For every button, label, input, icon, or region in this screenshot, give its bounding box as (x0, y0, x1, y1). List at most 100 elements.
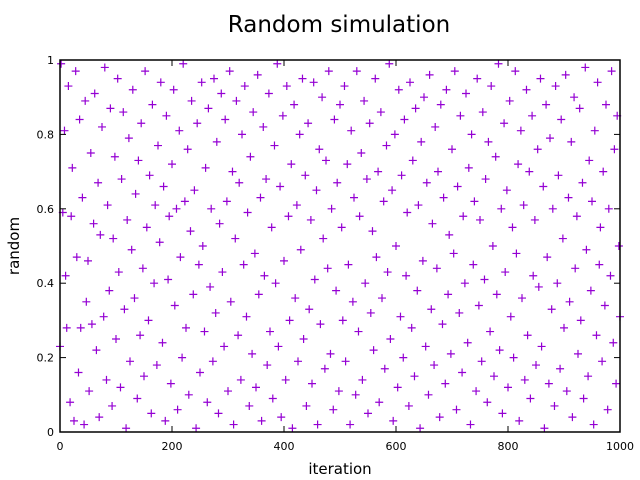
data-point (399, 353, 408, 362)
data-point (127, 245, 136, 254)
data-point (446, 349, 455, 358)
y-tick-label: 0.8 (37, 128, 55, 141)
data-point (400, 115, 409, 124)
data-point (434, 167, 442, 176)
data-point (511, 67, 520, 76)
data-point (416, 424, 425, 433)
data-point (498, 409, 507, 418)
data-point (467, 130, 476, 139)
data-point (497, 204, 506, 213)
data-point (176, 253, 185, 262)
data-point (599, 167, 608, 176)
data-point (376, 108, 385, 117)
data-point (95, 413, 104, 422)
y-tick-label: 1 (47, 54, 54, 67)
data-point (96, 230, 105, 239)
data-point (313, 420, 322, 429)
x-tick-label: 800 (498, 440, 519, 453)
data-point (214, 409, 223, 418)
data-point (249, 108, 258, 117)
data-point (578, 178, 587, 187)
data-point (337, 223, 346, 232)
data-point (70, 416, 78, 425)
data-point (273, 59, 282, 68)
data-point (66, 398, 75, 407)
data-point (532, 361, 540, 370)
data-point (263, 361, 272, 370)
data-point (75, 115, 84, 124)
data-point (505, 96, 514, 105)
data-point (207, 204, 216, 213)
data-point (458, 368, 467, 377)
data-point (420, 93, 428, 102)
data-point (455, 308, 464, 317)
data-point (312, 186, 321, 195)
data-point (354, 327, 363, 336)
data-point (586, 286, 595, 295)
data-point (355, 212, 364, 221)
data-point (106, 104, 115, 113)
data-point (172, 204, 181, 213)
data-point (98, 122, 106, 131)
data-point (350, 193, 358, 202)
data-point (175, 126, 184, 135)
data-point (210, 74, 218, 83)
data-point (492, 290, 501, 299)
data-point (137, 119, 146, 128)
data-point (85, 387, 94, 396)
data-point (278, 111, 287, 120)
data-point (598, 357, 607, 366)
data-point (546, 134, 554, 143)
data-point (82, 297, 91, 306)
data-point (182, 323, 190, 332)
data-point (222, 197, 231, 206)
data-point (144, 316, 153, 325)
data-point (122, 424, 131, 433)
data-point (336, 100, 344, 109)
data-point (452, 405, 461, 414)
data-point (116, 383, 125, 392)
data-point (448, 145, 456, 154)
y-tick-label: 0 (47, 426, 54, 439)
data-point (602, 100, 610, 109)
data-point (113, 74, 122, 83)
data-point (340, 82, 349, 91)
data-point (102, 375, 111, 384)
data-point (614, 242, 623, 250)
data-point (548, 204, 557, 213)
data-point (92, 346, 101, 355)
data-point (565, 297, 574, 306)
data-point (201, 163, 210, 172)
data-point (341, 357, 350, 366)
data-point (495, 346, 504, 355)
data-point (161, 416, 170, 425)
data-point (413, 286, 422, 295)
data-point (166, 379, 175, 388)
data-point (411, 104, 420, 113)
data-point (323, 264, 332, 273)
data-point (327, 204, 336, 213)
data-point (120, 305, 129, 314)
data-point (371, 74, 380, 83)
x-tick-label: 1000 (606, 440, 634, 453)
data-point (159, 182, 168, 191)
data-point (138, 264, 147, 273)
data-point (481, 175, 490, 184)
data-point (110, 152, 119, 161)
data-point (218, 268, 227, 277)
data-point (570, 93, 579, 102)
data-point (392, 242, 400, 250)
data-point (425, 70, 434, 79)
data-point (277, 413, 286, 422)
data-point (203, 398, 212, 407)
data-point (236, 375, 245, 384)
data-point (190, 186, 199, 195)
data-point (245, 401, 254, 410)
data-point (133, 394, 142, 403)
data-point (519, 201, 528, 210)
data-point (64, 82, 73, 91)
data-point (257, 416, 266, 425)
data-point (142, 223, 151, 232)
data-point (130, 294, 139, 303)
axis-ticks: 0 200 400 600 800 1000 0 0.2 0.4 0.6 0.8 1 (37, 54, 635, 453)
